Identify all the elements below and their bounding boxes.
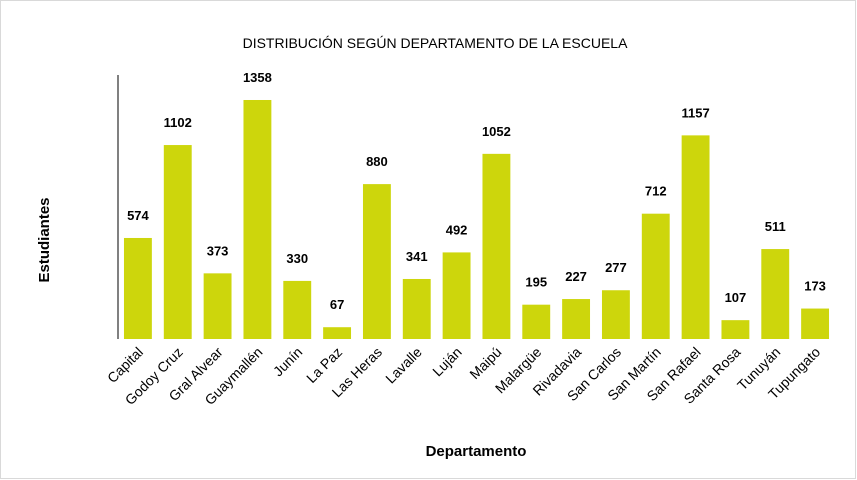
bar	[323, 327, 352, 339]
bar	[442, 252, 471, 339]
bar	[163, 145, 192, 339]
data-label: 173	[804, 279, 826, 294]
bar	[283, 280, 312, 339]
data-label: 1102	[164, 115, 192, 130]
bar	[482, 153, 511, 339]
bar	[721, 320, 750, 339]
bar	[402, 278, 431, 339]
data-label: 67	[330, 297, 344, 312]
data-label: 880	[366, 154, 388, 169]
bar	[243, 99, 272, 339]
data-label: 107	[725, 290, 747, 305]
bar	[522, 304, 551, 339]
bar	[562, 299, 591, 339]
data-label: 330	[286, 251, 308, 266]
data-label: 1052	[482, 124, 511, 139]
y-axis-label: Estudiantes	[36, 197, 53, 282]
bar	[601, 290, 630, 339]
bar	[641, 213, 670, 339]
data-label: 373	[207, 243, 229, 258]
data-label: 1358	[243, 70, 272, 85]
bar	[681, 135, 710, 339]
data-label: 492	[446, 222, 468, 237]
x-axis-label: Departamento	[426, 443, 527, 460]
data-label: 1157	[681, 105, 709, 120]
bar	[801, 308, 830, 339]
data-label: 511	[765, 219, 786, 234]
bar	[761, 249, 790, 339]
data-label: 341	[406, 249, 428, 264]
bar	[123, 237, 152, 339]
data-label: 227	[565, 269, 587, 284]
data-label: 574	[127, 208, 149, 223]
data-label: 277	[605, 260, 627, 275]
chart-title: DISTRIBUCIÓN SEGÚN DEPARTAMENTO DE LA ES…	[243, 35, 628, 51]
bar	[203, 273, 232, 339]
data-label: 712	[645, 184, 667, 199]
data-label: 195	[525, 275, 547, 290]
bar	[362, 184, 391, 339]
